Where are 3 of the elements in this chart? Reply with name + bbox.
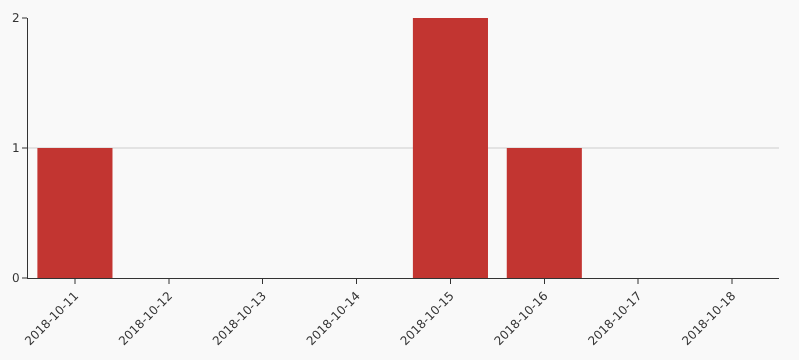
- y-tick-label: 0: [12, 271, 20, 286]
- y-tick-label: 2: [12, 11, 20, 26]
- y-tick-label: 1: [12, 141, 20, 156]
